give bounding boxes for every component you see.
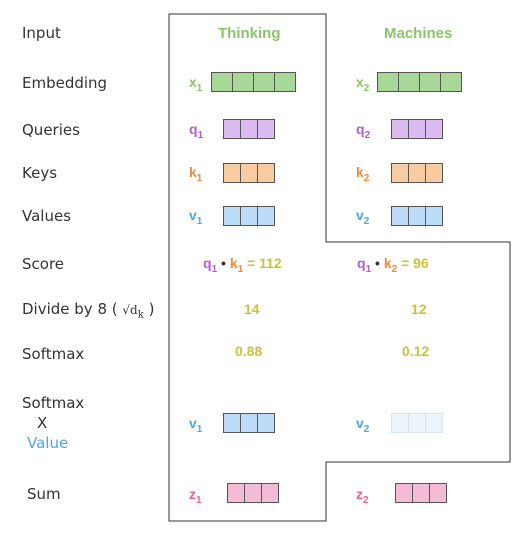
word-thinking: Thinking bbox=[218, 25, 281, 42]
vector-cell bbox=[257, 206, 275, 226]
symbol-q1: q1 bbox=[189, 121, 204, 141]
softmax-thinking: 0.88 bbox=[235, 343, 263, 359]
key-vector-k1 bbox=[223, 163, 275, 183]
query-vector-q2 bbox=[391, 119, 443, 139]
vector-cell bbox=[377, 72, 399, 92]
vector-cell bbox=[440, 72, 462, 92]
vector-cell bbox=[429, 483, 447, 503]
query-vector-q1 bbox=[223, 119, 275, 139]
label-softmax: Softmax bbox=[22, 345, 85, 363]
label-queries: Queries bbox=[22, 121, 80, 139]
vector-cell bbox=[408, 413, 426, 433]
symbol-z2: z2 bbox=[356, 486, 369, 506]
symbol-v2: v2 bbox=[356, 207, 370, 227]
embedding-vector-x2 bbox=[377, 72, 462, 92]
label-divide-prefix: Divide by 8 ( bbox=[22, 300, 118, 318]
vector-cell bbox=[223, 206, 241, 226]
label-score: Score bbox=[22, 255, 65, 273]
weighted-value-vector-v1 bbox=[223, 413, 275, 433]
symbol-x2: x2 bbox=[356, 74, 370, 94]
label-divide: Divide by 8 ( √dk ) bbox=[22, 300, 154, 320]
vector-cell bbox=[425, 413, 443, 433]
softmax-machines: 0.12 bbox=[402, 343, 430, 359]
score-machines: q1 • k2 = 96 bbox=[357, 255, 429, 275]
symbol-x1: x1 bbox=[189, 74, 203, 94]
vector-cell bbox=[425, 206, 443, 226]
vector-cell bbox=[391, 119, 409, 139]
sum-vector-z1 bbox=[227, 483, 279, 503]
symbol-z1: z1 bbox=[189, 486, 202, 506]
symbol-v1-weighted: v1 bbox=[189, 415, 203, 435]
vector-cell bbox=[227, 483, 245, 503]
symbol-q2: q2 bbox=[356, 121, 371, 141]
vector-cell bbox=[425, 163, 443, 183]
vector-cell bbox=[425, 119, 443, 139]
vector-cell bbox=[232, 72, 254, 92]
vector-cell bbox=[244, 483, 262, 503]
divided-score-machines: 12 bbox=[411, 301, 427, 317]
vector-cell bbox=[253, 72, 275, 92]
symbol-k2: k2 bbox=[356, 164, 370, 184]
label-softmax-x-value-line2: X bbox=[37, 414, 48, 432]
vector-cell bbox=[274, 72, 296, 92]
vector-cell bbox=[240, 163, 258, 183]
score-thinking: q1 • k1 = 112 bbox=[203, 255, 282, 275]
label-softmax-x-value-line1: Softmax bbox=[22, 394, 85, 412]
vector-cell bbox=[391, 206, 409, 226]
vector-cell bbox=[240, 206, 258, 226]
label-keys: Keys bbox=[22, 164, 58, 182]
sqrt-dk-symbol: √dk bbox=[122, 303, 144, 321]
vector-cell bbox=[211, 72, 233, 92]
value-vector-v1 bbox=[223, 206, 275, 226]
symbol-k1: k1 bbox=[189, 164, 203, 184]
vector-cell bbox=[257, 163, 275, 183]
vector-cell bbox=[395, 483, 413, 503]
vector-cell bbox=[223, 119, 241, 139]
value-vector-v2 bbox=[391, 206, 443, 226]
sum-vector-z2 bbox=[395, 483, 447, 503]
vector-cell bbox=[391, 163, 409, 183]
vector-cell bbox=[419, 72, 441, 92]
symbol-v1: v1 bbox=[189, 207, 203, 227]
vector-cell bbox=[257, 119, 275, 139]
vector-cell bbox=[223, 163, 241, 183]
vector-cell bbox=[391, 413, 409, 433]
label-input: Input bbox=[22, 24, 61, 42]
word-machines: Machines bbox=[384, 25, 453, 42]
embedding-vector-x1 bbox=[211, 72, 296, 92]
vector-cell bbox=[257, 413, 275, 433]
vector-cell bbox=[408, 119, 426, 139]
vector-cell bbox=[240, 413, 258, 433]
key-vector-k2 bbox=[391, 163, 443, 183]
vector-cell bbox=[261, 483, 279, 503]
label-sum: Sum bbox=[27, 485, 61, 503]
divided-score-thinking: 14 bbox=[244, 301, 260, 317]
vector-cell bbox=[398, 72, 420, 92]
vector-cell bbox=[412, 483, 430, 503]
vector-cell bbox=[223, 413, 241, 433]
vector-cell bbox=[240, 119, 258, 139]
vector-cell bbox=[408, 206, 426, 226]
weighted-value-vector-v2 bbox=[391, 413, 443, 433]
label-values: Values bbox=[22, 207, 72, 225]
symbol-v2-weighted: v2 bbox=[356, 415, 370, 435]
vector-cell bbox=[408, 163, 426, 183]
label-divide-suffix: ) bbox=[148, 300, 155, 318]
label-softmax-x-value-line3: Value bbox=[27, 434, 69, 452]
label-embedding: Embedding bbox=[22, 74, 108, 92]
